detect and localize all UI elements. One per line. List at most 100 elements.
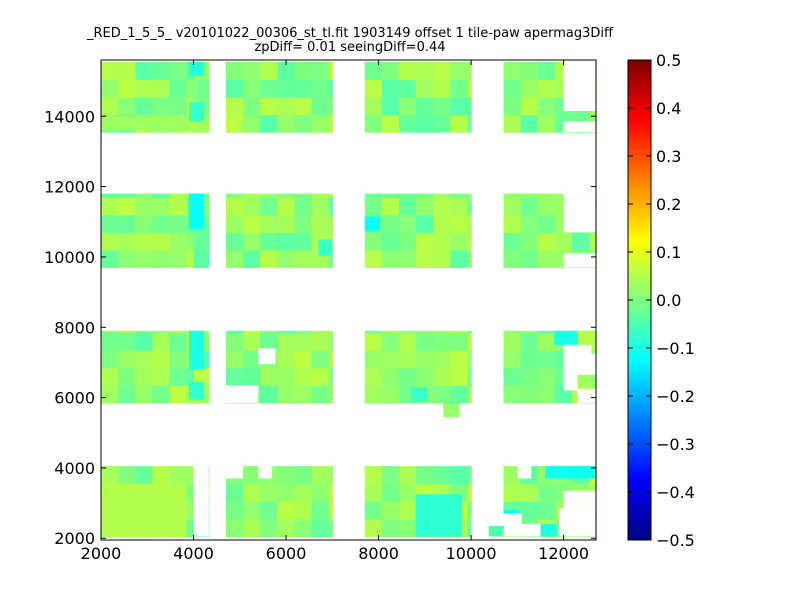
- colorbar-axis: 0.5 0.4 0.3 0.2 0.1 0.0 −0.1 −0.2 −0.3 −0.4 −0.5: [628, 51, 695, 550]
- heatmap-cell: [118, 332, 136, 351]
- heatmap-cell: [225, 96, 244, 116]
- heatmap-cell: [101, 232, 119, 251]
- heatmap-cell: [260, 518, 278, 538]
- heatmap-cell: [118, 330, 136, 334]
- heatmap-cell: [311, 466, 330, 485]
- heatmap-cell: [503, 330, 522, 334]
- heatmap-cell: [416, 249, 434, 269]
- heatmap-cell: [260, 232, 278, 251]
- heatmap-cell: [364, 193, 383, 198]
- heatmap-cell: [398, 214, 417, 233]
- heatmap-cell: [364, 79, 383, 98]
- heatmap-cell: [118, 367, 136, 386]
- heatmap-cell: [311, 367, 330, 386]
- heatmap-cell: [243, 197, 261, 216]
- heatmap-cell: [294, 466, 313, 485]
- heatmap-cell: [398, 330, 417, 334]
- heatmap-missing-cell: [563, 253, 596, 268]
- heatmap-cell: [118, 249, 136, 269]
- heatmap-cell: [416, 197, 434, 216]
- heatmap-cell: [364, 518, 383, 538]
- heatmap-cell: [277, 367, 295, 386]
- heatmap-cell: [135, 96, 153, 116]
- heatmap-missing-cell: [563, 121, 596, 133]
- heatmap-missing-cell: [577, 353, 596, 375]
- heatmap-cell: [520, 232, 539, 251]
- heatmap-cell: [328, 197, 333, 216]
- heatmap-cell: [193, 232, 210, 251]
- heatmap-cell: [450, 466, 468, 485]
- colorbar-tick-label: 0.5: [656, 51, 681, 70]
- heatmap-cell: [152, 96, 171, 116]
- heatmap-cell: [277, 232, 295, 251]
- heatmap-cell: [169, 330, 188, 334]
- heatmap-cell: [398, 501, 417, 520]
- heatmap-cell: [118, 61, 136, 80]
- heatmap-cell: [294, 96, 313, 116]
- colorbar-tick-label: −0.4: [656, 483, 695, 502]
- heatmap-cell: [260, 483, 278, 502]
- heatmap-cell: [364, 385, 383, 404]
- heatmap-cell: [328, 61, 333, 80]
- colorbar-tick-label: 0.0: [656, 291, 681, 310]
- heatmap-cell: [503, 332, 522, 351]
- heatmap-cell: [450, 330, 468, 334]
- heatmap-cell: [467, 466, 472, 485]
- heatmap-missing-cells: [193, 61, 596, 537]
- heatmap-cell: [537, 483, 556, 502]
- heatmap-cell: [328, 214, 333, 233]
- heatmap-cell: [152, 249, 171, 269]
- heatmap-cell: [364, 466, 383, 485]
- x-tick-label: 2000: [81, 544, 122, 563]
- heatmap-cell: [225, 232, 244, 251]
- heatmap-cell: [503, 61, 522, 80]
- heatmap-cell: [225, 61, 244, 80]
- heatmap-cell: [101, 61, 119, 80]
- heatmap-cell: [328, 79, 333, 98]
- heatmap-cell: [243, 214, 261, 233]
- heatmap-cell: [467, 193, 472, 198]
- heatmap-cell: [118, 96, 136, 116]
- heatmap-cell: [277, 501, 295, 520]
- heatmap-cell: [169, 466, 188, 485]
- heatmap-cell: [277, 466, 295, 485]
- heatmap-cell: [135, 79, 153, 98]
- heatmap-cell: [416, 466, 434, 485]
- heatmap-cell: [433, 197, 451, 216]
- heatmap-cell: [311, 518, 330, 538]
- heatmap-cell: [118, 79, 136, 98]
- heatmap-cell: [554, 330, 578, 345]
- heatmap-cell: [101, 332, 119, 351]
- heatmap-cell: [398, 61, 417, 80]
- heatmap-cell: [520, 96, 539, 116]
- heatmap-cell: [243, 330, 261, 334]
- heatmap-cell: [467, 332, 472, 351]
- heatmap-cell: [101, 330, 119, 334]
- heatmap-cell: [294, 332, 313, 351]
- heatmap-cell: [433, 193, 451, 198]
- heatmap-cell: [225, 367, 244, 386]
- heatmap-cell: [243, 249, 261, 269]
- heatmap-cell: [260, 197, 278, 216]
- heatmap-cell: [450, 232, 468, 251]
- heatmap-cell: [520, 332, 539, 351]
- heatmap-cell: [225, 249, 244, 269]
- y-tick-label: 8000: [54, 318, 95, 337]
- heatmap-cell: [225, 518, 244, 538]
- heatmap-cell: [520, 114, 539, 133]
- heatmap-cell: [135, 214, 153, 233]
- heatmap-cell: [225, 350, 244, 369]
- heatmap-missing-cell: [471, 515, 489, 537]
- heatmap-cell: [101, 214, 119, 233]
- heatmap-missing-cell: [503, 513, 522, 537]
- heatmap-cell: [398, 249, 417, 269]
- heatmap-cell: [294, 367, 313, 386]
- x-tick-label: 8000: [358, 544, 399, 563]
- heatmap-cell: [311, 193, 330, 198]
- heatmap-cell: [260, 367, 278, 386]
- heatmap-cell: [450, 114, 468, 133]
- heatmap-cell: [169, 193, 188, 198]
- heatmap-cell: [537, 385, 556, 404]
- heatmap-cell: [467, 367, 472, 386]
- heatmap-cell: [118, 385, 136, 404]
